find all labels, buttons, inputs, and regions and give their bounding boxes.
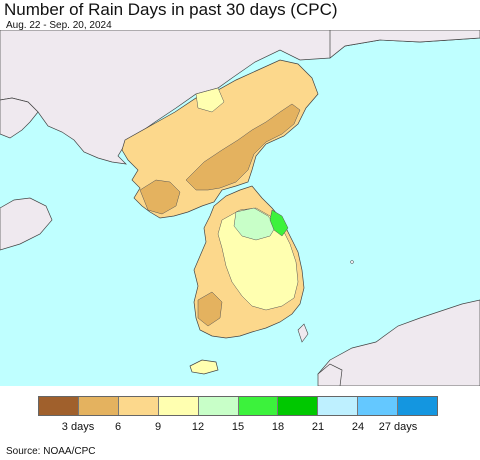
legend-swatch xyxy=(198,397,239,415)
legend-swatch xyxy=(118,397,159,415)
legend-tick-label: 18 xyxy=(271,421,285,433)
legend-tick-label: 21 xyxy=(311,421,325,433)
legend-tick-label: 15 xyxy=(231,421,245,433)
liaodong-land xyxy=(0,97,39,139)
date-range-subtitle: Aug. 22 - Sep. 20, 2024 xyxy=(6,20,112,31)
legend-swatch xyxy=(278,397,319,415)
south-korea-moist xyxy=(217,207,299,311)
legend-swatch xyxy=(78,397,119,415)
legend-swatch xyxy=(358,397,399,415)
north-korea xyxy=(121,59,319,219)
gangwon-wet-spot xyxy=(269,209,289,237)
source-note: Source: NOAA/CPC xyxy=(6,446,96,457)
legend-swatch xyxy=(158,397,199,415)
legend-tick-label: 3 days xyxy=(61,421,95,433)
ulleung-island xyxy=(350,260,354,264)
legend-tick-label: 24 xyxy=(351,421,365,433)
legend-ticks: 3 days 6 9 12 15 18 21 24 27 days xyxy=(38,421,438,435)
legend-tick-label: 6 xyxy=(114,421,122,433)
color-legend xyxy=(38,396,438,416)
map-title: Number of Rain Days in past 30 days (CPC… xyxy=(4,0,338,19)
legend-swatch xyxy=(39,397,79,415)
north-korea-west-dry xyxy=(139,179,181,215)
russia-land xyxy=(329,30,480,59)
japan-kyushu xyxy=(317,363,343,386)
jeju-island xyxy=(189,359,219,375)
south-korea-green-area xyxy=(233,207,277,241)
tsushima-island xyxy=(297,323,309,343)
legend-tick-label: 27 days xyxy=(378,421,418,433)
legend-tick-label: 9 xyxy=(154,421,162,433)
rain-days-map xyxy=(0,30,480,386)
legend-swatch xyxy=(318,397,359,415)
legend-swatch xyxy=(238,397,279,415)
shandong-land xyxy=(0,197,53,251)
north-korea-dry-band xyxy=(185,103,301,191)
legend-tick-label: 12 xyxy=(191,421,205,433)
north-korea-wet-spot xyxy=(195,87,225,113)
legend-swatch xyxy=(398,397,438,415)
south-korea-southwest-dry xyxy=(197,291,223,327)
